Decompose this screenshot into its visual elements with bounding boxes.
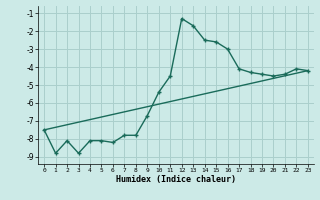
X-axis label: Humidex (Indice chaleur): Humidex (Indice chaleur) bbox=[116, 175, 236, 184]
